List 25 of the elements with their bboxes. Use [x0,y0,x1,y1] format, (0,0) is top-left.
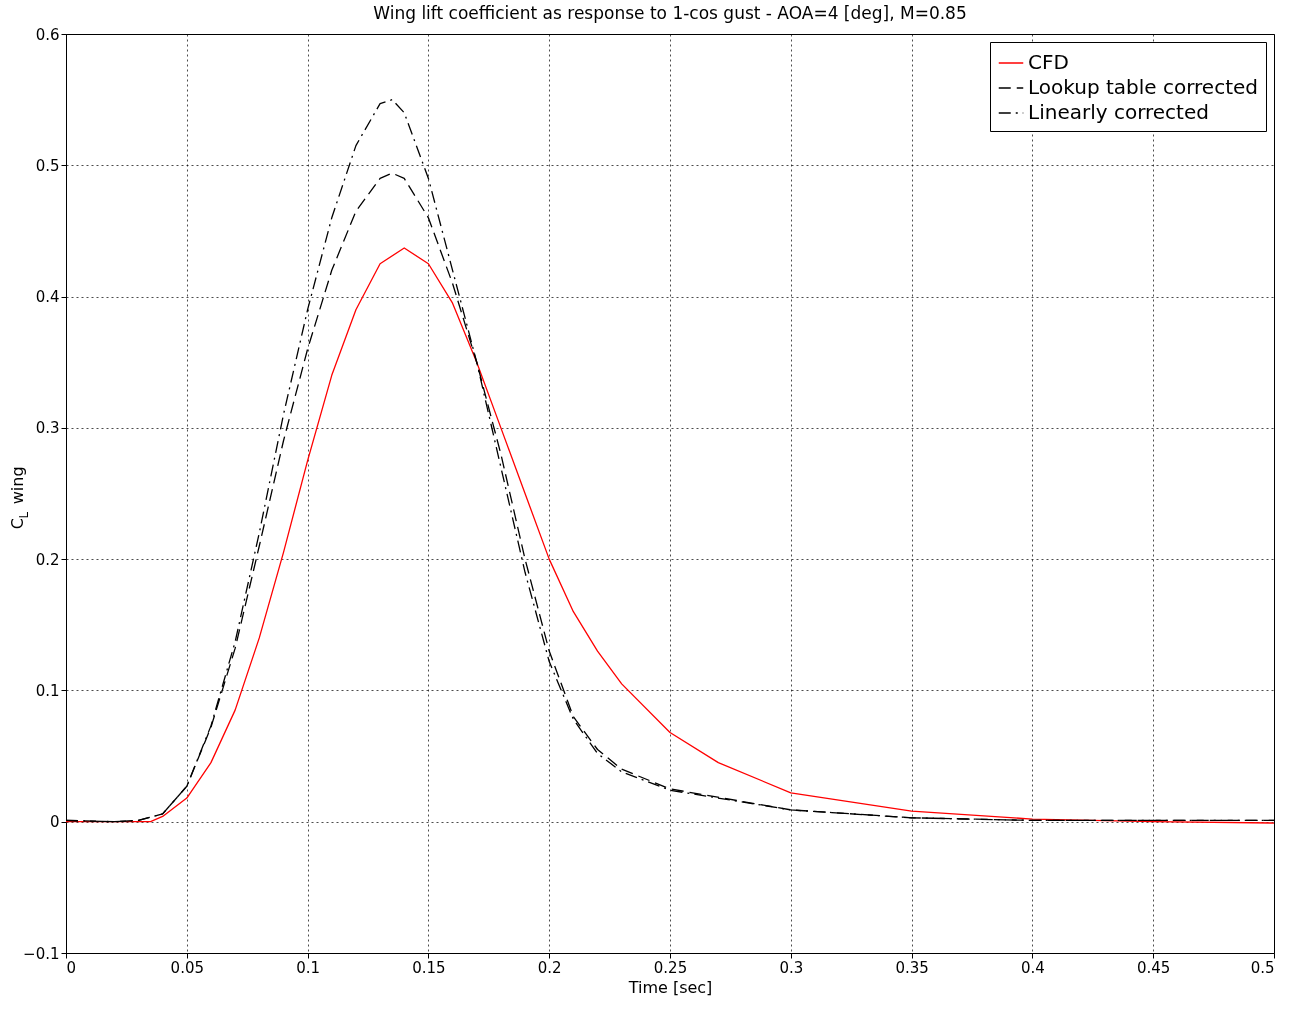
y-tick-label: 0 [49,813,60,832]
x-tick-label: 0.3 [779,958,804,977]
x-axis-title: Time [sec] [627,977,713,997]
x-tick-label: 0.4 [1020,958,1045,977]
y-tick-label: 0.5 [35,156,60,175]
x-tick-label: 0.5 [1250,958,1275,977]
y-tick-label: 0.1 [35,681,60,700]
legend-label: CFD [1028,50,1069,74]
x-tick-label: 0.05 [170,958,204,977]
legend-label: Linearly corrected [1028,100,1209,124]
x-tick-label: 0.45 [1137,958,1171,977]
chart-title: Wing lift coefficient as response to 1-cos gust - AOA=4 [deg], M=0.85 [373,3,967,23]
y-tick-label: 0.2 [35,550,60,569]
x-tick-label: 0.35 [895,958,929,977]
y-tick-label: −0.1 [23,944,60,963]
y-axis-title: CL wing [8,466,31,530]
x-tick-label: 0 [66,958,77,977]
x-tick-label: 0.2 [537,958,562,977]
y-tick-label: 0.6 [35,25,60,44]
y-tick-label: 0.4 [35,288,60,307]
x-tick-label: 0.1 [296,958,321,977]
y-tick-label: 0.3 [35,419,60,438]
x-tick-label: 0.25 [653,958,688,977]
x-tick-label: 0.15 [412,958,446,977]
legend-label: Lookup table corrected [1028,75,1258,99]
